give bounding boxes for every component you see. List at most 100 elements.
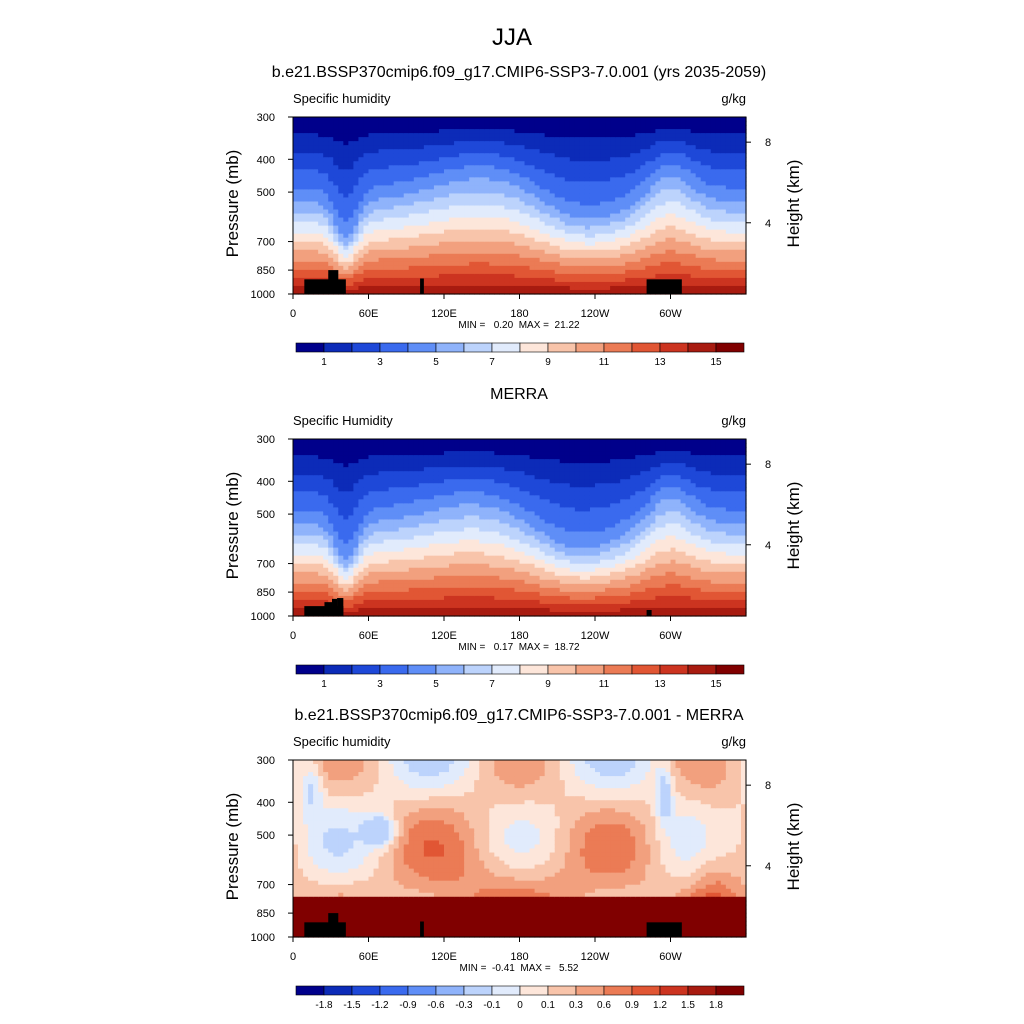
heatmap-cell — [534, 197, 541, 203]
heatmap-cell — [313, 443, 319, 448]
heatmap-cell — [479, 205, 485, 211]
heatmap-cell — [358, 503, 365, 508]
heatmap-cell — [318, 575, 324, 581]
heatmap-cell — [569, 165, 576, 170]
heatmap-cell — [474, 233, 480, 239]
heatmap-cell — [640, 157, 646, 162]
heatmap-cell — [383, 515, 390, 521]
heatmap-cell — [333, 459, 339, 464]
heatmap-cell — [348, 157, 354, 162]
heatmap-cell — [690, 181, 697, 186]
heatmap-cell — [373, 225, 380, 231]
heatmap-cell — [393, 221, 400, 227]
heatmap-cell — [635, 229, 641, 235]
heatmap-cell — [378, 285, 385, 291]
heatmap-cell — [398, 591, 405, 597]
heatmap-cell — [358, 555, 365, 561]
heatmap-cell — [655, 209, 662, 215]
heatmap-cell — [348, 519, 354, 525]
heatmap-cell — [640, 125, 646, 130]
heatmap-cell — [620, 281, 626, 287]
heatmap-cell — [464, 177, 470, 182]
heatmap-cell — [413, 121, 420, 126]
heatmap-cell — [685, 125, 692, 130]
heatmap-cell — [735, 273, 742, 279]
heatmap-cell — [328, 511, 334, 517]
heatmap-cell — [343, 289, 349, 295]
heatmap-cell — [398, 145, 405, 150]
heatmap-cell — [338, 141, 344, 146]
heatmap-cell — [348, 193, 354, 199]
heatmap-cell — [444, 273, 450, 279]
heatmap-cell — [720, 221, 727, 227]
heatmap-cell — [725, 117, 732, 122]
heatmap-cell — [363, 587, 370, 593]
heatmap-cell — [610, 129, 616, 134]
heatmap-cell — [403, 133, 410, 138]
heatmap-cell — [378, 519, 385, 525]
heatmap-cell — [509, 261, 516, 267]
heatmap-cell — [735, 269, 742, 275]
heatmap-cell — [449, 221, 455, 227]
heatmap-cell — [368, 483, 375, 488]
heatmap-cell — [373, 229, 380, 235]
heatmap-cell — [393, 129, 400, 134]
heatmap-cell — [413, 281, 420, 287]
heatmap-cell — [328, 535, 334, 541]
heatmap-cell — [298, 185, 304, 191]
heatmap-cell — [484, 125, 490, 130]
heatmap-cell — [413, 289, 420, 295]
heatmap-cell — [438, 137, 445, 142]
heatmap-cell — [343, 515, 349, 521]
heatmap-cell — [308, 177, 314, 182]
heatmap-cell — [519, 173, 526, 178]
heatmap-cell — [620, 237, 626, 243]
heatmap-cell — [313, 511, 319, 517]
heatmap-cell — [564, 181, 571, 186]
heatmap-cell — [308, 507, 314, 513]
heatmap-cell — [454, 193, 460, 199]
heatmap-cell — [348, 575, 354, 581]
heatmap-cell — [635, 209, 641, 215]
heatmap-cell — [474, 121, 480, 126]
heatmap-cell — [353, 169, 360, 174]
heatmap-cell — [308, 125, 314, 130]
heatmap-cell — [303, 531, 309, 537]
heatmap-cell — [378, 153, 385, 158]
heatmap-cell — [343, 237, 349, 243]
heatmap-cell — [600, 249, 606, 255]
heatmap-cell — [459, 149, 465, 154]
heatmap-cell — [383, 567, 390, 573]
heatmap-cell — [373, 117, 380, 122]
heatmap-cell — [474, 217, 480, 223]
heatmap-cell — [308, 475, 314, 480]
heatmap-cell — [489, 153, 495, 158]
heatmap-cell — [715, 177, 722, 182]
heatmap-cell — [655, 165, 662, 170]
heatmap-cell — [584, 265, 591, 271]
heatmap-cell — [388, 257, 395, 263]
heatmap-cell — [735, 257, 742, 263]
heatmap-cell — [700, 273, 707, 279]
heatmap-cell — [640, 209, 646, 215]
heatmap-cell — [564, 261, 571, 267]
heatmap-cell — [660, 209, 667, 215]
heatmap-cell — [358, 479, 365, 484]
heatmap-cell — [725, 277, 732, 283]
heatmap-cell — [363, 515, 370, 521]
heatmap-cell — [559, 237, 566, 243]
heatmap-cell — [298, 591, 304, 597]
heatmap-cell — [318, 439, 324, 444]
heatmap-cell — [348, 173, 354, 178]
heatmap-cell — [549, 161, 556, 166]
heatmap-cell — [519, 253, 526, 259]
heatmap-cell — [298, 233, 304, 239]
heatmap-cell — [544, 221, 551, 227]
heatmap-cell — [363, 611, 370, 617]
heatmap-cell — [403, 257, 410, 263]
heatmap-cell — [730, 161, 737, 166]
heatmap-cell — [383, 265, 390, 271]
heatmap-cell — [705, 241, 712, 247]
heatmap-cell — [413, 197, 420, 203]
heatmap-cell — [444, 261, 450, 267]
